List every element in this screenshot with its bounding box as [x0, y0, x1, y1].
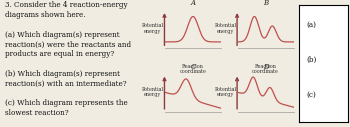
Text: C: C [190, 63, 196, 71]
Text: 3. Consider the 4 reaction-energy
diagrams shown here.

(a) Which diagram(s) rep: 3. Consider the 4 reaction-energy diagra… [5, 1, 131, 117]
Text: A: A [190, 0, 196, 7]
Text: D: D [263, 63, 268, 71]
Text: Potential
energy: Potential energy [142, 86, 164, 97]
Text: Potential
energy: Potential energy [214, 86, 236, 97]
Text: B: B [263, 0, 268, 7]
Text: (c): (c) [307, 91, 316, 99]
Text: Reaction
coordinate: Reaction coordinate [252, 64, 279, 74]
Text: (b): (b) [307, 56, 317, 64]
Text: Reaction
coordinate: Reaction coordinate [180, 64, 206, 74]
Text: (a): (a) [307, 21, 317, 29]
Text: Potential
energy: Potential energy [142, 23, 164, 34]
Text: Potential
energy: Potential energy [214, 23, 236, 34]
